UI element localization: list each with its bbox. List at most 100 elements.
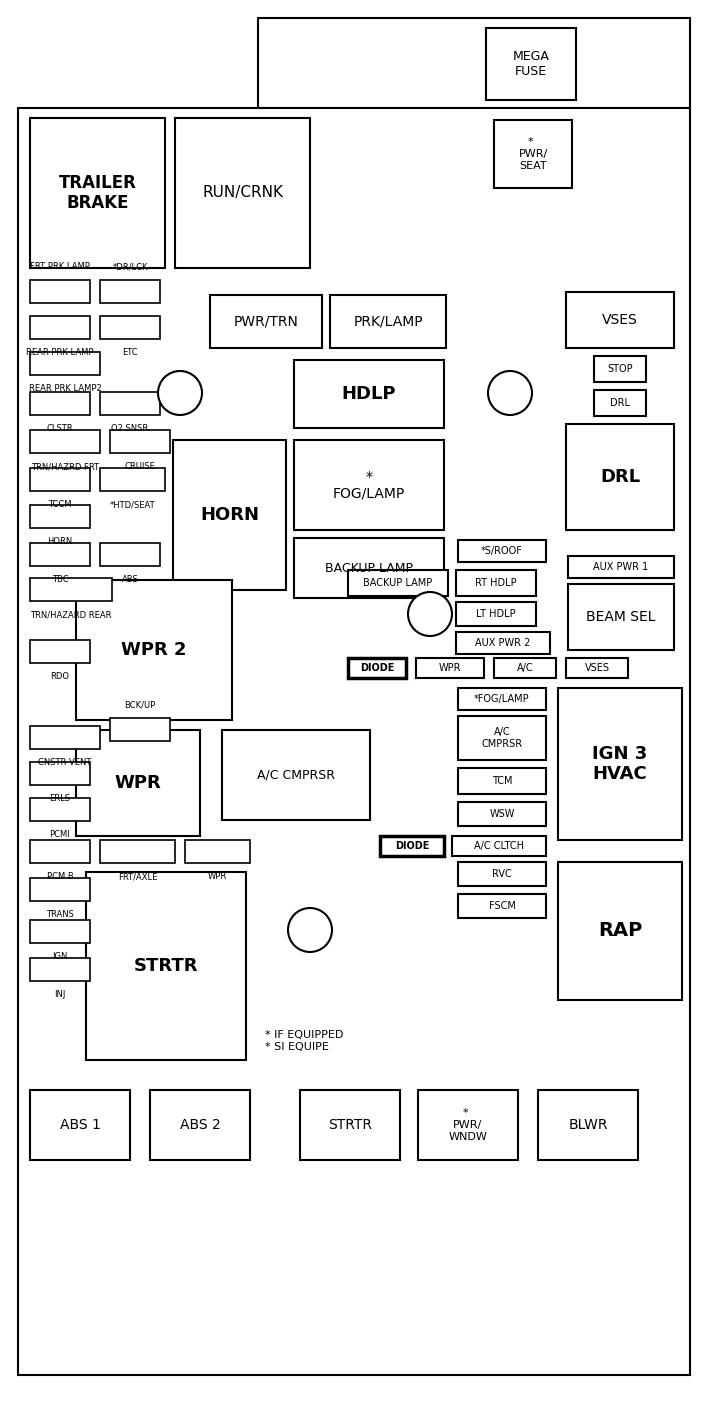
Bar <box>558 862 682 1000</box>
Text: WPR: WPR <box>115 773 161 792</box>
Text: HDLP: HDLP <box>341 385 396 404</box>
Bar <box>294 360 444 427</box>
Bar <box>258 18 690 108</box>
Bar <box>30 799 90 821</box>
Bar <box>175 118 310 269</box>
Bar <box>458 540 546 562</box>
Bar <box>494 120 572 188</box>
Bar <box>348 658 406 678</box>
Bar <box>568 583 674 650</box>
Bar <box>30 640 90 664</box>
Text: REAR PRK LAMP2: REAR PRK LAMP2 <box>28 384 101 394</box>
Text: *HTD/SEAT: *HTD/SEAT <box>110 501 156 509</box>
Text: * 
PWR/
WNDW: * PWR/ WNDW <box>448 1108 487 1142</box>
Text: BACKUP LAMP: BACKUP LAMP <box>363 578 433 588</box>
Text: STRTR: STRTR <box>328 1118 372 1132</box>
Text: DRL: DRL <box>600 468 640 486</box>
Text: CLSTR: CLSTR <box>47 425 74 433</box>
Bar <box>30 316 90 339</box>
Bar <box>452 837 546 856</box>
Text: WPR: WPR <box>439 664 461 673</box>
Text: MEGA
FUSE: MEGA FUSE <box>513 51 549 77</box>
Bar <box>30 280 90 304</box>
Bar <box>86 872 246 1060</box>
Text: VSES: VSES <box>585 664 609 673</box>
Text: TRANS: TRANS <box>46 910 74 920</box>
Text: PCMI: PCMI <box>49 830 71 839</box>
Text: DIODE: DIODE <box>395 841 429 851</box>
Text: FSCM: FSCM <box>489 901 515 911</box>
Text: TRAILER
BRAKE: TRAILER BRAKE <box>59 173 136 212</box>
Text: BACKUP LAMP: BACKUP LAMP <box>325 561 413 575</box>
Text: WPR: WPR <box>208 872 227 882</box>
Bar <box>100 280 160 304</box>
Text: CNSTR VENT: CNSTR VENT <box>38 758 92 768</box>
Bar <box>458 688 546 710</box>
Text: STRTR: STRTR <box>134 957 198 974</box>
Text: TCCM: TCCM <box>48 501 71 509</box>
Bar <box>222 730 370 820</box>
Bar <box>210 295 322 349</box>
Bar <box>100 392 160 415</box>
Text: BLWR: BLWR <box>568 1118 608 1132</box>
Text: *FOG/LAMP: *FOG/LAMP <box>474 695 530 704</box>
Text: TBC: TBC <box>52 575 69 583</box>
Text: DRL: DRL <box>610 398 630 408</box>
Text: HORN: HORN <box>47 537 73 546</box>
Text: TRN/HAZRD FRT: TRN/HAZRD FRT <box>31 463 99 471</box>
Bar <box>30 920 90 943</box>
Bar <box>456 569 536 596</box>
Text: O2 SNSR: O2 SNSR <box>112 425 148 433</box>
Bar <box>30 505 90 529</box>
Text: RVC: RVC <box>492 869 512 879</box>
Text: RUN/CRNK: RUN/CRNK <box>202 186 283 201</box>
Text: STOP: STOP <box>607 364 633 374</box>
Bar <box>566 292 674 349</box>
Bar <box>30 877 90 901</box>
Bar <box>150 1090 250 1160</box>
Text: *
FOG/LAMP: * FOG/LAMP <box>333 470 405 501</box>
Bar <box>110 430 170 453</box>
Text: FRT PRK LAMP: FRT PRK LAMP <box>30 262 90 271</box>
Text: ABS: ABS <box>122 575 139 583</box>
Bar <box>100 468 165 491</box>
Text: A/C: A/C <box>517 664 533 673</box>
Bar <box>348 569 448 596</box>
Circle shape <box>488 371 532 415</box>
Bar <box>558 688 682 839</box>
Text: DIODE: DIODE <box>360 664 395 673</box>
Bar <box>30 839 90 863</box>
Text: ERLS: ERLS <box>49 794 71 803</box>
Text: A/C CLTCH: A/C CLTCH <box>474 841 524 851</box>
Bar <box>300 1090 400 1160</box>
Text: TRN/HAZARD REAR: TRN/HAZARD REAR <box>30 610 112 619</box>
Text: IGN 3
HVAC: IGN 3 HVAC <box>592 745 648 783</box>
Text: * IF EQUIPPED
  * SI EQUIPE: * IF EQUIPPED * SI EQUIPE <box>258 1031 344 1052</box>
Text: WPR 2: WPR 2 <box>121 641 187 659</box>
Text: AUX PWR 1: AUX PWR 1 <box>593 562 648 572</box>
Text: VSES: VSES <box>602 314 638 328</box>
Bar <box>416 658 484 678</box>
Text: *S/ROOF: *S/ROOF <box>481 546 523 555</box>
Bar <box>566 658 628 678</box>
Text: ETC: ETC <box>122 349 138 357</box>
Text: A/C
CMPRSR: A/C CMPRSR <box>481 727 522 749</box>
Bar <box>100 839 175 863</box>
Bar <box>458 716 546 761</box>
Circle shape <box>408 592 452 636</box>
Circle shape <box>158 371 202 415</box>
Bar <box>294 440 444 530</box>
Text: IGN: IGN <box>52 952 68 960</box>
Text: * 
PWR/
SEAT: * PWR/ SEAT <box>518 138 548 170</box>
Text: RAP: RAP <box>598 921 642 941</box>
Bar <box>380 837 444 856</box>
Bar <box>30 392 90 415</box>
Bar <box>594 356 646 382</box>
Text: BCK/UP: BCK/UP <box>124 700 156 709</box>
Bar <box>30 430 100 453</box>
Bar <box>486 28 576 100</box>
Bar <box>458 768 546 794</box>
Bar <box>30 543 90 567</box>
Bar <box>458 862 546 886</box>
Text: PCM B: PCM B <box>47 872 74 882</box>
